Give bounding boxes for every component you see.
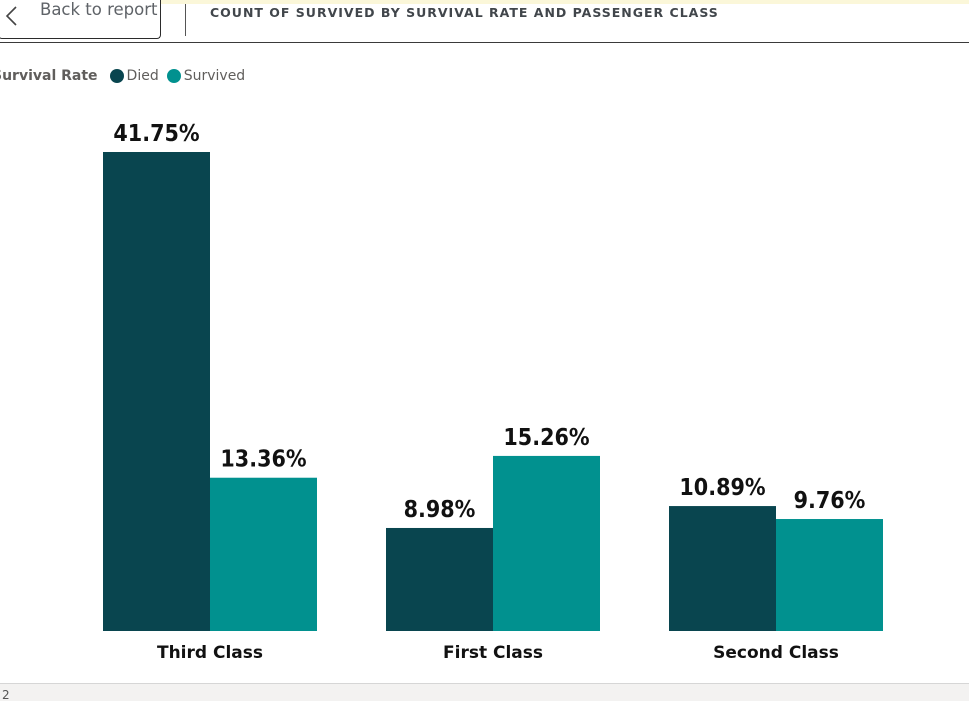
x-tick-second-class: Second Class (713, 643, 839, 663)
focus-mode-header: Back to report COUNT OF SURVIVED BY SURV… (0, 0, 969, 43)
bar-third-class-died[interactable] (103, 152, 210, 631)
data-label-third-class-survived: 13.36% (220, 447, 306, 473)
bar-third-class-survived[interactable] (210, 477, 317, 631)
top-strip (0, 0, 969, 4)
data-label-first-class-survived: 15.26% (503, 425, 589, 451)
footer-bar: 2 (0, 683, 969, 702)
legend-item-died[interactable]: Died (109, 68, 159, 84)
back-to-report-button[interactable]: Back to report (0, 0, 161, 39)
back-to-report-label: Back to report (40, 0, 158, 19)
legend-dot-died (109, 69, 124, 83)
visual-title: COUNT OF SURVIVED BY SURVIVAL RATE AND P… (210, 5, 719, 20)
legend: Survival Rate Died Survived (0, 66, 253, 86)
data-label-second-class-survived: 9.76% (794, 488, 866, 514)
data-label-third-class-died: 41.75% (113, 121, 199, 147)
bar-chart: 41.75% 13.36% Third Class 8.98% 15.26% First … (103, 121, 883, 663)
x-tick-first-class: First Class (443, 643, 543, 663)
legend-title: Survival Rate (0, 68, 98, 84)
header-divider (185, 4, 186, 36)
bar-second-class-died[interactable] (669, 506, 776, 631)
chevron-left-icon (5, 6, 17, 26)
legend-label-died: Died (126, 68, 159, 84)
bar-first-class-died[interactable] (386, 527, 493, 631)
bar-first-class-survived[interactable] (493, 455, 600, 631)
legend-item-survived[interactable]: Survived (166, 68, 246, 84)
data-label-second-class-died: 10.89% (679, 475, 765, 501)
x-tick-third-class: Third Class (157, 643, 263, 663)
footer-text: 2 (2, 688, 10, 702)
bar-second-class-survived[interactable] (776, 519, 883, 631)
legend-dot-survived (166, 69, 181, 83)
legend-label-survived: Survived (183, 68, 246, 84)
data-label-first-class-died: 8.98% (404, 497, 476, 523)
